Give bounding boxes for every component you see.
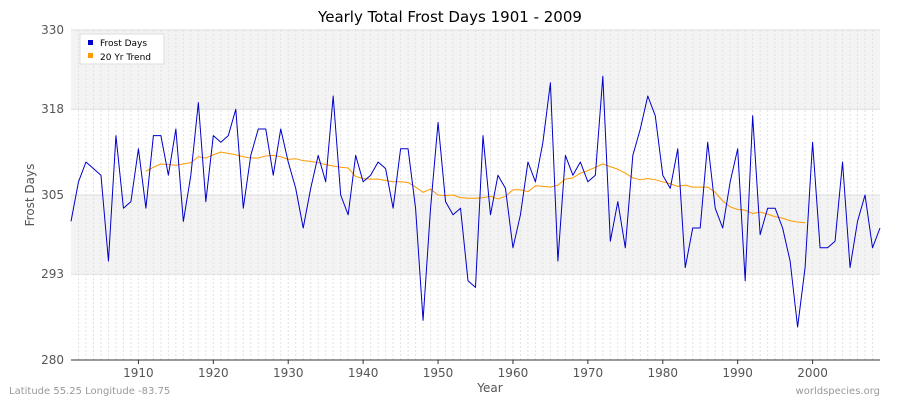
- x-tick-label: 1960: [498, 366, 529, 380]
- x-tick-label: 1910: [123, 366, 154, 380]
- x-tick-label: 1990: [722, 366, 753, 380]
- y-tick-label: 318: [41, 102, 64, 116]
- legend-swatch-frost-days: [88, 40, 93, 45]
- x-tick-label: 1980: [647, 366, 678, 380]
- chart-title: Yearly Total Frost Days 1901 - 2009: [317, 8, 582, 26]
- grid: [71, 29, 880, 361]
- y-axis-title: Frost Days: [23, 164, 37, 227]
- x-tick-label: 2000: [797, 366, 828, 380]
- y-axis-ticks: 280 293 305 318 330: [41, 23, 64, 367]
- x-axis-title: Year: [476, 381, 502, 395]
- footer-source: worldspecies.org: [796, 386, 880, 397]
- y-tick-label: 330: [41, 23, 64, 37]
- legend: Frost Days 20 Yr Trend: [79, 33, 165, 65]
- plot-band: [71, 30, 880, 110]
- series-line-trend: [145, 151, 806, 224]
- series-layer: [70, 75, 881, 328]
- legend-label-trend: 20 Yr Trend: [100, 53, 151, 63]
- x-tick-label: 1920: [198, 366, 229, 380]
- x-tick-label: 1930: [273, 366, 304, 380]
- x-axis-ticks: 1910 1920 1930 1940 1950 1960 1970 1980 1990 2000: [123, 360, 828, 380]
- legend-swatch-trend: [88, 53, 93, 58]
- x-tick-label: 1970: [573, 366, 604, 380]
- x-tick-label: 1950: [423, 366, 454, 380]
- y-tick-label: 293: [41, 267, 64, 281]
- footer-location: Latitude 55.25 Longitude -83.75: [9, 386, 170, 397]
- y-tick-label: 280: [41, 353, 64, 367]
- x-tick-label: 1940: [348, 366, 379, 380]
- legend-label-frost-days: Frost Days: [100, 39, 147, 49]
- y-tick-label: 305: [41, 188, 64, 202]
- legend-box: [79, 33, 165, 65]
- series-line-frost-days: [70, 75, 881, 328]
